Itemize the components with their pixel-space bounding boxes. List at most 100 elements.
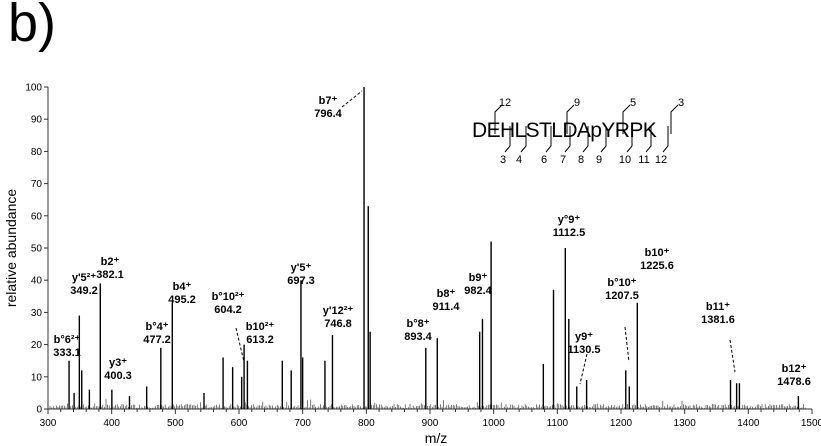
ion-mz-label: 333.1 xyxy=(53,347,81,359)
label-leader xyxy=(729,339,736,373)
ion-mz-label: 613.2 xyxy=(246,334,274,346)
y-tick-label: 90 xyxy=(31,115,43,126)
y-tick-label: 80 xyxy=(31,147,43,158)
peak-annotation: y'12²⁺746.8 xyxy=(323,305,354,330)
x-tick-label: 1400 xyxy=(737,418,760,429)
peak-annotation: b11⁺1381.6 xyxy=(701,301,736,373)
ion-label: b°10⁺ xyxy=(607,277,636,289)
b-ion-bracket xyxy=(662,126,669,153)
ion-mz-label: 1207.5 xyxy=(605,290,639,302)
y-tick-label: 50 xyxy=(31,244,43,255)
ion-label: b°4⁺ xyxy=(145,321,168,333)
b-ion-bracket xyxy=(600,126,607,153)
ion-mz-label: 477.2 xyxy=(143,334,171,346)
y-ion-number: 5 xyxy=(630,97,636,109)
peptide-sequence: DEHLSTLDApYRPK xyxy=(472,119,657,142)
b-ion-bracket xyxy=(564,126,571,153)
ion-mz-label: 382.1 xyxy=(96,269,124,281)
label-leader xyxy=(579,353,588,385)
b-ion-number: 3 xyxy=(500,154,506,166)
y-tick-label: 60 xyxy=(31,211,43,222)
ion-mz-label: 746.8 xyxy=(324,318,352,330)
ion-label: b°10²⁺ xyxy=(212,291,245,303)
peak-annotation: b°10²⁺604.2 xyxy=(212,291,245,363)
x-tick-label: 900 xyxy=(422,418,439,429)
ion-label: y°9⁺ xyxy=(558,214,581,226)
ion-label: b10²⁺ xyxy=(246,321,275,333)
x-tick-label: 1000 xyxy=(483,418,506,429)
ion-label: b10⁺ xyxy=(645,247,670,259)
y-ion-number: 3 xyxy=(678,97,684,109)
y-tick-label: 20 xyxy=(31,340,43,351)
ion-mz-label: 982.4 xyxy=(464,285,492,297)
x-tick-label: 300 xyxy=(40,418,57,429)
ion-mz-label: 495.2 xyxy=(168,294,196,306)
x-tick-label: 1100 xyxy=(547,418,569,429)
x-tick-label: 500 xyxy=(167,418,184,429)
b-ion-number: 6 xyxy=(541,154,547,166)
y-tick-label: 40 xyxy=(31,276,43,287)
y-ion-number: 9 xyxy=(574,97,580,109)
y-ion-bracket xyxy=(622,104,631,134)
peak-annotation: b°10⁺1207.5 xyxy=(605,277,639,363)
x-tick-label: 400 xyxy=(103,418,120,429)
x-tick-label: 1200 xyxy=(610,418,633,429)
peak-annotation: b10⁺1225.6 xyxy=(640,247,674,272)
label-leader xyxy=(341,90,363,108)
peak-annotations: b°6²⁺333.1 y'5²⁺349.2 b2⁺382.1 y3⁺400.3 b°4⁺… xyxy=(53,90,811,388)
x-tick-label: 600 xyxy=(231,418,248,429)
y-tick-label: 70 xyxy=(31,179,43,190)
y-axis-title: relative abundance xyxy=(3,189,19,308)
ion-mz-label: 349.2 xyxy=(70,285,98,297)
ion-label: y'12²⁺ xyxy=(323,305,354,317)
noise-trace xyxy=(49,399,806,409)
ion-mz-label: 911.4 xyxy=(433,301,461,313)
peak-annotation: b10²⁺613.2 xyxy=(246,321,275,346)
y-tick-label: 100 xyxy=(25,83,42,94)
y-tick-label: 0 xyxy=(36,405,42,416)
panel-label: b) xyxy=(8,0,57,53)
x-tick-label: 1500 xyxy=(801,418,821,429)
ion-mz-label: 1478.6 xyxy=(777,376,811,388)
b-ion-number: 12 xyxy=(655,154,667,166)
peak-annotation: b°6²⁺333.1 xyxy=(53,334,81,359)
x-tick-label: 1300 xyxy=(674,418,697,429)
peak-annotation: b9⁺982.4 xyxy=(464,272,492,297)
b-ion-number: 8 xyxy=(578,154,584,166)
peak-annotation: b2⁺382.1 xyxy=(96,256,124,281)
x-tick-label: 700 xyxy=(294,418,311,429)
peak-annotation: b7⁺796.4 xyxy=(314,90,363,120)
ion-mz-label: 400.3 xyxy=(104,370,132,382)
ion-label: b11⁺ xyxy=(706,301,730,313)
peak-annotation: y9⁺1130.5 xyxy=(567,331,601,385)
b-ion-bracket xyxy=(520,126,527,153)
peak-annotation: y°9⁺1112.5 xyxy=(553,214,585,239)
ion-mz-label: 697.3 xyxy=(287,275,315,287)
ion-mz-label: 1225.6 xyxy=(640,260,674,272)
ion-mz-label: 796.4 xyxy=(314,108,342,120)
ion-label: b9⁺ xyxy=(469,272,488,284)
ion-label: b7⁺ xyxy=(319,95,338,107)
ion-label: b8⁺ xyxy=(437,288,456,300)
ion-label: y'5²⁺ xyxy=(72,272,97,284)
y-tick-label: 30 xyxy=(31,308,43,319)
ion-mz-label: 1381.6 xyxy=(701,314,735,326)
x-tick-label: 800 xyxy=(358,418,375,429)
ion-label: y3⁺ xyxy=(109,357,127,369)
ion-mz-label: 893.4 xyxy=(404,331,432,343)
peak-annotation: b12⁺1478.6 xyxy=(777,363,811,388)
peak-annotation: b°8⁺893.4 xyxy=(404,318,432,343)
axes: 0 10 20 30 40 50 60 70 80 90 100 300 400 500 600 700 800… xyxy=(25,83,821,430)
ion-mz-label: 1112.5 xyxy=(553,227,585,239)
peak-annotation: b4⁺495.2 xyxy=(168,281,196,306)
y-ion-bracket xyxy=(670,104,679,134)
label-leader xyxy=(624,326,630,363)
y-tick-label: 10 xyxy=(31,372,43,383)
x-axis-title: m/z xyxy=(425,430,448,446)
b-ion-bracket xyxy=(504,126,511,153)
peak-annotation: b8⁺911.4 xyxy=(433,288,461,313)
ion-label: b12⁺ xyxy=(782,363,807,375)
baseline-noise xyxy=(49,399,806,409)
